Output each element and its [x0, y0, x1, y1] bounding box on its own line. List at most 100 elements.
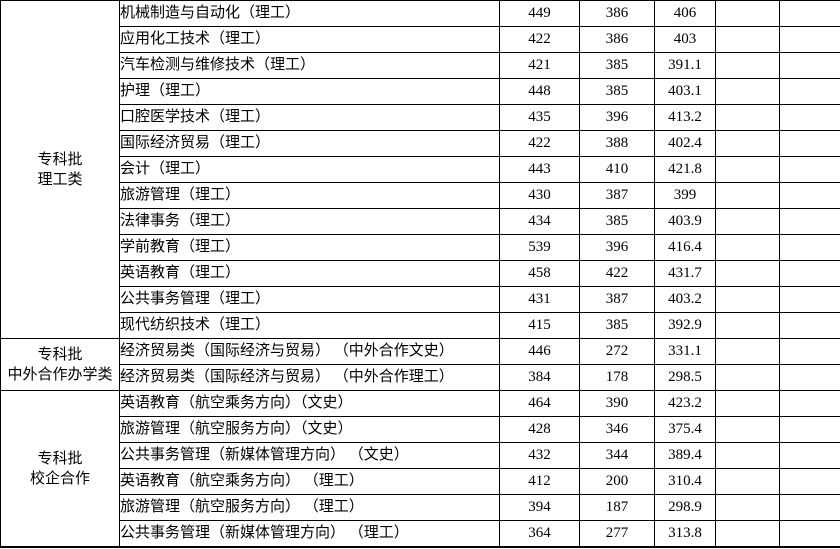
- major-name-cell: 现代纺织技术（理工）: [119, 312, 500, 339]
- table-row: 公共事务管理（新媒体管理方向） （文史） 432 344 389.4: [1, 442, 840, 469]
- major-name-cell: 英语教育（理工）: [119, 260, 500, 287]
- score-cell-1: 449: [499, 0, 580, 27]
- score-cell-3: 298.5: [654, 364, 716, 391]
- score-cell-1: 432: [499, 442, 580, 469]
- table-row: 法律事务（理工） 434 385 403.9: [1, 208, 840, 235]
- empty-cell: [779, 338, 840, 365]
- category-cell: 专科批 中外合作办学类: [0, 338, 120, 391]
- empty-cell: [715, 156, 780, 183]
- score-cell-2: 385: [579, 312, 655, 339]
- empty-cell: [779, 312, 840, 339]
- major-name-cell: 法律事务（理工）: [119, 208, 500, 235]
- score-cell-3: 403.2: [654, 286, 716, 313]
- empty-cell: [715, 520, 780, 548]
- score-cell-1: 539: [499, 234, 580, 261]
- score-cell-1: 431: [499, 286, 580, 313]
- empty-cell: [715, 208, 780, 235]
- score-cell-2: 410: [579, 156, 655, 183]
- empty-cell: [715, 390, 780, 417]
- major-name-cell: 国际经济贸易（理工）: [119, 130, 500, 157]
- category-line: 专科批: [37, 450, 83, 467]
- table-row: 经济贸易类（国际经济与贸易） （中外合作理工） 384 178 298.5: [1, 364, 840, 391]
- empty-cell: [779, 78, 840, 105]
- empty-cell: [779, 364, 840, 391]
- empty-cell: [715, 52, 780, 79]
- empty-cell: [779, 286, 840, 313]
- empty-cell: [779, 260, 840, 287]
- empty-cell: [779, 156, 840, 183]
- score-cell-3: 403: [654, 26, 716, 53]
- score-cell-3: 391.1: [654, 52, 716, 79]
- empty-cell: [715, 338, 780, 365]
- score-cell-2: 388: [579, 130, 655, 157]
- empty-cell: [715, 260, 780, 287]
- table-row: 学前教育（理工） 539 396 416.4: [1, 234, 840, 261]
- score-cell-1: 430: [499, 182, 580, 209]
- score-cell-3: 389.4: [654, 442, 716, 469]
- score-cell-3: 413.2: [654, 104, 716, 131]
- major-name-cell: 经济贸易类（国际经济与贸易） （中外合作文史）: [119, 338, 500, 365]
- empty-cell: [715, 468, 780, 495]
- score-cell-3: 421.8: [654, 156, 716, 183]
- major-name-cell: 旅游管理（航空服务方向）（文史）: [119, 416, 500, 443]
- score-cell-1: 443: [499, 156, 580, 183]
- category-line: 专科批: [37, 151, 83, 168]
- major-name-cell: 旅游管理（航空服务方向） （理工）: [119, 494, 500, 521]
- category-line: 理工类: [37, 171, 83, 188]
- table-row: 旅游管理（航空服务方向） （理工） 394 187 298.9: [1, 494, 840, 521]
- category-line: 校企合作: [29, 470, 90, 487]
- empty-cell: [715, 286, 780, 313]
- major-name-cell: 英语教育（航空乘务方向）（文史）: [119, 390, 500, 417]
- score-cell-1: 412: [499, 468, 580, 495]
- table-row: 汽车检测与维修技术（理工） 421 385 391.1: [1, 52, 840, 79]
- empty-cell: [779, 104, 840, 131]
- major-name-cell: 公共事务管理（新媒体管理方向） （文史）: [119, 442, 500, 469]
- empty-cell: [715, 104, 780, 131]
- empty-cell: [779, 390, 840, 417]
- score-cell-1: 458: [499, 260, 580, 287]
- empty-cell: [715, 182, 780, 209]
- table-row: 旅游管理（理工） 430 387 399: [1, 182, 840, 209]
- score-cell-3: 416.4: [654, 234, 716, 261]
- empty-cell: [715, 494, 780, 521]
- table-row: 口腔医学技术（理工） 435 396 413.2: [1, 104, 840, 131]
- empty-cell: [779, 416, 840, 443]
- empty-cell: [779, 520, 840, 548]
- score-cell-1: 364: [499, 520, 580, 548]
- major-name-cell: 护理（理工）: [119, 78, 500, 105]
- table-row: 国际经济贸易（理工） 422 388 402.4: [1, 130, 840, 157]
- score-cell-3: 313.8: [654, 520, 716, 548]
- score-cell-3: 403.1: [654, 78, 716, 105]
- empty-cell: [779, 26, 840, 53]
- score-cell-2: 385: [579, 78, 655, 105]
- score-cell-3: 399: [654, 182, 716, 209]
- score-cell-1: 448: [499, 78, 580, 105]
- score-cell-1: 435: [499, 104, 580, 131]
- table-row: 专科批 中外合作办学类 经济贸易类（国际经济与贸易） （中外合作文史） 446 272 3…: [0, 338, 840, 391]
- score-cell-3: 406: [654, 0, 716, 27]
- empty-cell: [715, 364, 780, 391]
- empty-cell: [779, 494, 840, 521]
- score-cell-2: 200: [579, 468, 655, 495]
- major-name-cell: 公共事务管理（理工）: [119, 286, 500, 313]
- score-cell-2: 396: [579, 234, 655, 261]
- major-name-cell: 英语教育（航空乘务方向） （理工）: [119, 468, 500, 495]
- score-cell-2: 344: [579, 442, 655, 469]
- empty-cell: [715, 312, 780, 339]
- empty-cell: [779, 0, 840, 27]
- score-cell-3: 403.9: [654, 208, 716, 235]
- table-row: 现代纺织技术（理工） 415 385 392.9: [1, 312, 840, 339]
- score-cell-2: 178: [579, 364, 655, 391]
- score-cell-2: 386: [579, 0, 655, 27]
- category-line: 专科批: [37, 346, 83, 363]
- score-cell-1: 384: [499, 364, 580, 391]
- major-name-cell: 公共事务管理（新媒体管理方向） （理工）: [119, 520, 500, 548]
- score-cell-1: 415: [499, 312, 580, 339]
- score-cell-3: 310.4: [654, 468, 716, 495]
- score-cell-3: 375.4: [654, 416, 716, 443]
- score-cell-3: 331.1: [654, 338, 716, 365]
- score-cell-2: 385: [579, 52, 655, 79]
- score-cell-3: 423.2: [654, 390, 716, 417]
